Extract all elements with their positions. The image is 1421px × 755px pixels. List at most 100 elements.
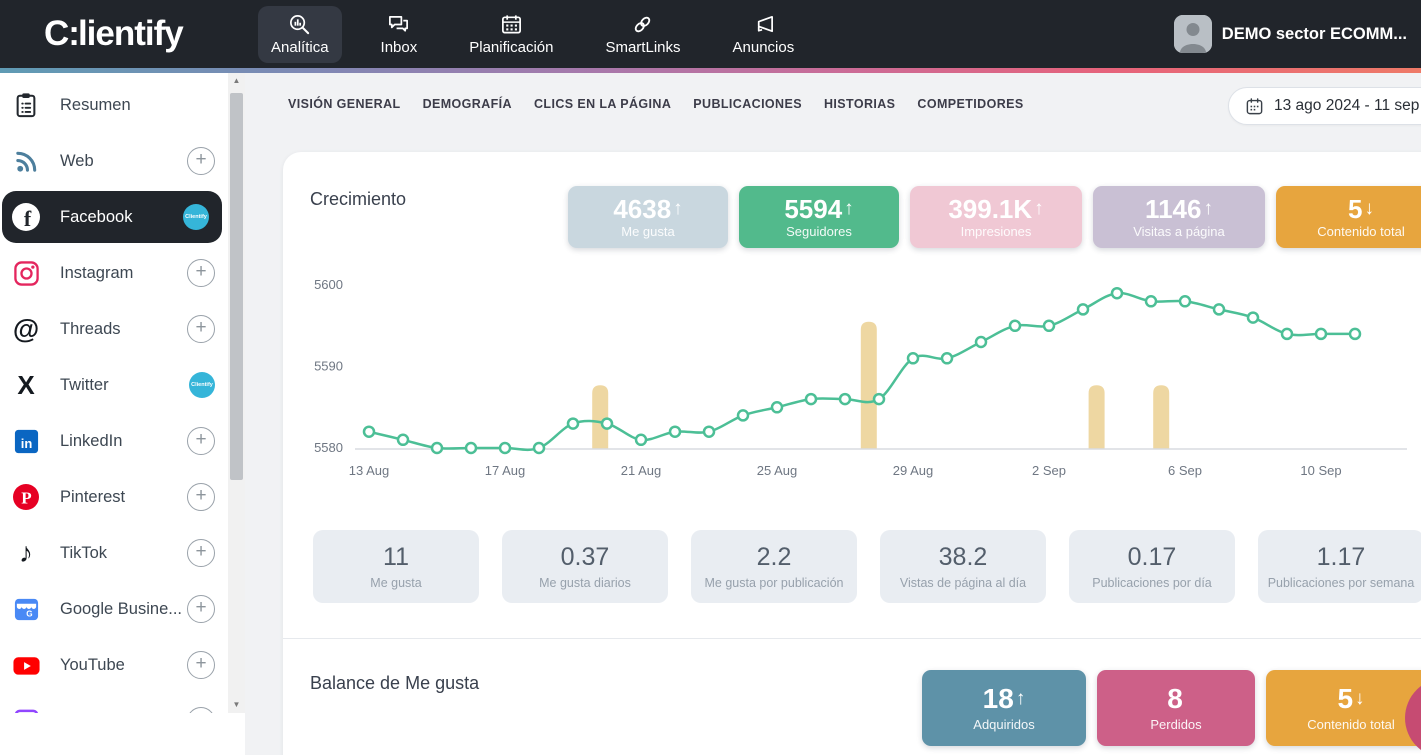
nav-label: Anuncios	[732, 38, 795, 56]
scrollbar-up-arrow[interactable]: ▲	[228, 73, 245, 89]
tab-competidores[interactable]: COMPETIDORES	[917, 97, 1024, 111]
growth-chart: 5580 5590 5600 13 Aug 17 Aug 21 Aug 25 Aug 29 A…	[314, 277, 1407, 478]
add-channel-button[interactable]: +	[187, 259, 215, 287]
tab-historias[interactable]: HISTORIAS	[823, 97, 896, 111]
sidebar-scroll-area: Resumen Web + f Facebook Clientify	[0, 73, 228, 713]
nav-label: Inbox	[380, 38, 418, 56]
metric-label: Me gusta	[370, 576, 422, 590]
up-arrow-icon: ↑	[673, 198, 683, 219]
metric-label: Vistas de página al día	[899, 576, 1027, 590]
sidebar-item-linkedin[interactable]: in LinkedIn +	[0, 413, 228, 469]
sidebar-item-twitter[interactable]: X Twitter Clientify	[0, 357, 228, 413]
svg-text:6 Sep: 6 Sep	[1168, 463, 1202, 478]
add-channel-button[interactable]: +	[187, 147, 215, 175]
logo-colon: :	[68, 14, 80, 53]
nav-item-smartlinks[interactable]: SmartLinks	[592, 6, 693, 63]
sidebar-item-pinterest[interactable]: P Pinterest +	[0, 469, 228, 525]
stat-label: Impresiones	[960, 223, 1032, 239]
sidebar-item-facebook[interactable]: f Facebook Clientify	[2, 191, 222, 243]
nav-label: Analítica	[271, 38, 329, 56]
user-menu[interactable]: DEMO sector ECOMM...	[1173, 15, 1421, 53]
svg-text:25 Aug: 25 Aug	[757, 463, 798, 478]
metric-value: 1.17	[1316, 543, 1366, 571]
svg-text:5600: 5600	[314, 277, 343, 292]
tab-clics-pagina[interactable]: CLICS EN LA PÁGINA	[533, 97, 672, 111]
link-icon	[631, 13, 654, 36]
sidebar-item-instagram[interactable]: Instagram +	[0, 245, 228, 301]
stat-card-adquiridos: 18 ↑ Adquiridos	[922, 670, 1086, 746]
metric-value: 2.2	[756, 543, 792, 571]
metric-value: 0.37	[560, 543, 610, 571]
metric-label: Me gusta diarios	[539, 576, 631, 590]
section-title-crecimiento: Crecimiento	[310, 189, 407, 209]
stat-label: Contenido total	[1317, 223, 1405, 239]
sidebar-item-resumen[interactable]: Resumen	[0, 77, 228, 133]
threads-icon: @	[12, 313, 40, 344]
tab-publicaciones[interactable]: PUBLICACIONES	[693, 97, 802, 111]
nav-label: SmartLinks	[605, 38, 681, 56]
metric-me-gusta: 11 Me gusta	[313, 530, 479, 603]
sidebar-item-label: LinkedIn	[60, 431, 123, 450]
scrollbar-down-arrow[interactable]: ▼	[228, 697, 245, 713]
date-range-picker[interactable]: 13 ago 2024 - 11 sep 2024	[1228, 87, 1421, 125]
stat-card-visitas-pagina: 1146 ↑ Visitas a página	[1093, 186, 1265, 248]
add-channel-button[interactable]: +	[187, 651, 215, 679]
nav-item-anuncios[interactable]: Anuncios	[720, 6, 808, 63]
sidebar-item-label: Resumen	[60, 95, 131, 114]
metric-vistas-pagina-dia: 38.2 Vistas de página al día	[880, 530, 1046, 603]
nav-item-analitica[interactable]: Analítica	[258, 5, 342, 63]
nav-item-planificacion[interactable]: Planificación	[456, 6, 566, 63]
logo-rest: lientify	[77, 14, 184, 53]
metric-me-gusta-por-publicacion: 2.2 Me gusta por publicación	[691, 530, 857, 603]
clientify-logo[interactable]: C:lientify	[0, 14, 258, 54]
metric-value: 38.2	[938, 543, 988, 571]
tab-vision-general[interactable]: VISIÓN GENERAL	[288, 97, 401, 111]
add-channel-button[interactable]: +	[187, 539, 215, 567]
add-channel-button[interactable]: +	[187, 483, 215, 511]
clipboard-icon	[10, 89, 42, 121]
sidebar-item-label: Web	[60, 151, 94, 170]
facebook-icon: f	[10, 201, 42, 233]
stat-label: Perdidos	[1150, 716, 1202, 732]
youtube-icon	[10, 649, 42, 681]
svg-text:2 Sep: 2 Sep	[1032, 463, 1066, 478]
stat-card-me-gusta: 4638 ↑ Me gusta	[568, 186, 728, 248]
sidebar-item-label: Pinterest	[60, 487, 126, 506]
add-channel-button[interactable]: +	[187, 427, 215, 455]
metric-publicaciones-dia: 0.17 Publicaciones por día	[1069, 530, 1235, 603]
nav-label: Planificación	[469, 38, 554, 56]
stat-card-perdidos: 8 Perdidos	[1097, 670, 1255, 746]
metric-value: 11	[383, 543, 409, 571]
add-channel-button[interactable]: +	[187, 595, 215, 623]
up-arrow-icon: ↑	[1203, 198, 1213, 219]
sidebar-item-tiktok[interactable]: ♪ TikTok +	[0, 525, 228, 581]
add-channel-button[interactable]: +	[187, 315, 215, 343]
sidebar-scrollbar[interactable]: ▲ ▼	[228, 73, 245, 713]
svg-text:f: f	[24, 206, 32, 231]
user-name: DEMO sector ECOMM...	[1221, 24, 1407, 43]
posts-bars	[592, 321, 1170, 449]
nav-item-inbox[interactable]: Inbox	[368, 6, 431, 63]
channels-sidebar: Resumen Web + f Facebook Clientify	[0, 73, 245, 755]
up-arrow-icon: ↑	[1034, 198, 1044, 219]
up-arrow-icon: ↑	[1015, 688, 1026, 709]
stat-value: 8	[1167, 682, 1183, 714]
sidebar-item-google-business[interactable]: G Google Busine... +	[0, 581, 228, 637]
stat-label: Me gusta	[621, 223, 675, 239]
main-nav: Analítica Inbox Planificación SmartLinks	[258, 5, 808, 63]
scrollbar-thumb[interactable]	[230, 93, 243, 480]
pinterest-icon: P	[10, 481, 42, 513]
sidebar-item-label: Threads	[60, 319, 121, 338]
user-avatar	[1173, 15, 1212, 53]
data-point-markers[interactable]	[362, 286, 1362, 455]
tab-demografia[interactable]: DEMOGRAFÍA	[422, 97, 512, 111]
megaphone-icon	[752, 13, 775, 36]
sidebar-item-web[interactable]: Web +	[0, 133, 228, 189]
stat-value: 399.1K	[948, 193, 1033, 224]
down-arrow-icon: ↓	[1355, 688, 1365, 709]
sidebar-item-youtube[interactable]: YouTube +	[0, 637, 228, 693]
sidebar-item-threads[interactable]: @ Threads +	[0, 301, 228, 357]
sidebar-item-twitch-partial[interactable]: +	[0, 693, 228, 713]
add-channel-button[interactable]: +	[187, 707, 215, 713]
